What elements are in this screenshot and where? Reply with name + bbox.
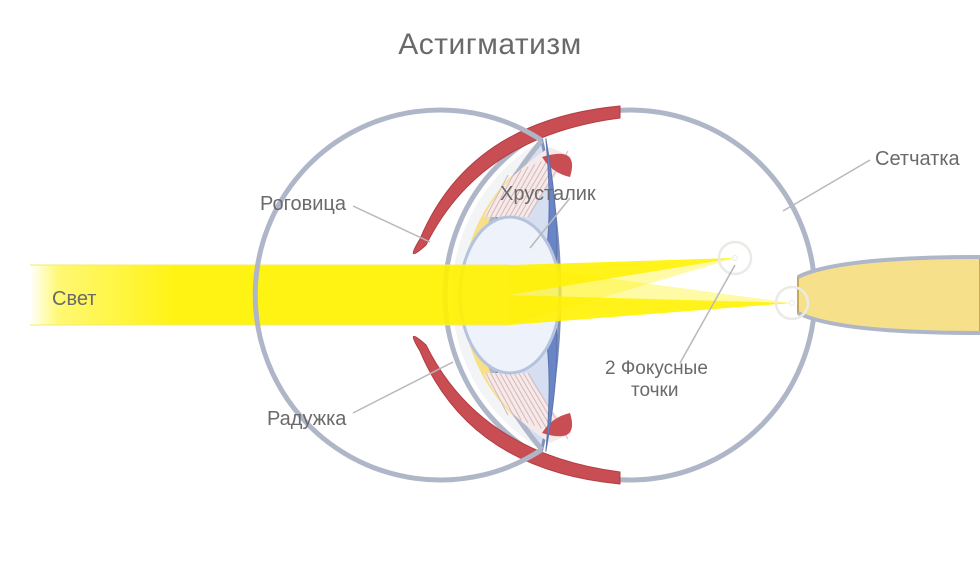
eye-diagram-svg bbox=[0, 0, 980, 586]
label-light: Свет bbox=[52, 288, 96, 311]
label-lens: Хрусталик bbox=[500, 183, 596, 206]
label-cornea: Роговица bbox=[260, 193, 346, 216]
label-iris: Радужка bbox=[267, 408, 346, 431]
label-retina: Сетчатка bbox=[875, 148, 960, 171]
label-focal-points: 2 Фокусныеточки bbox=[605, 358, 708, 402]
diagram-stage: Астигматизм Свет Роговица Радужка Хруста… bbox=[0, 0, 980, 586]
